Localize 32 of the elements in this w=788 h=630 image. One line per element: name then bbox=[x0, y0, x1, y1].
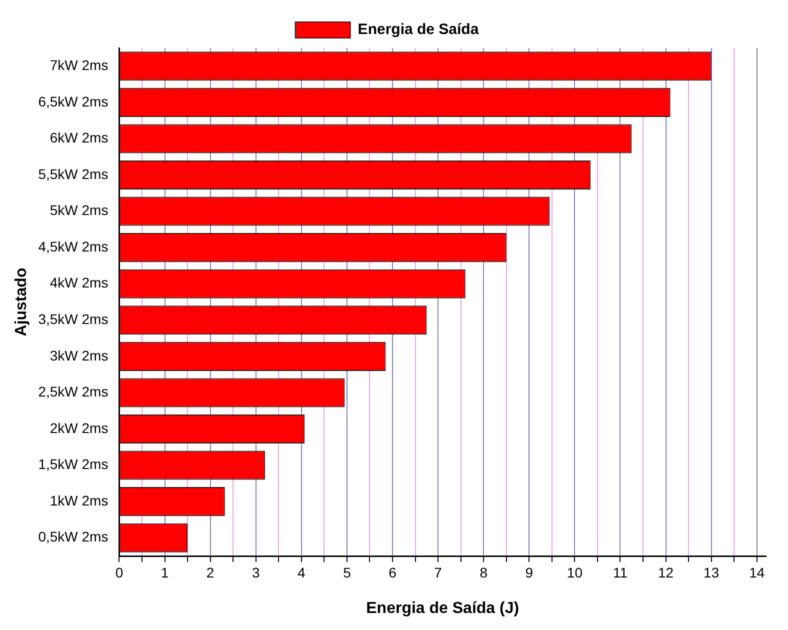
x-tick-label: 11 bbox=[612, 564, 628, 580]
y-tick-label: 3kW 2ms bbox=[50, 347, 108, 364]
y-tick-label: 3,5kW 2ms bbox=[38, 311, 108, 327]
x-tick-label: 14 bbox=[749, 564, 765, 580]
y-tick-label: 2kW 2ms bbox=[50, 420, 108, 436]
y-tick-label: 0,5kW 2ms bbox=[38, 528, 108, 545]
x-tick-label: 13 bbox=[704, 564, 720, 580]
x-tick-label: 4 bbox=[298, 564, 306, 580]
y-tick-label: 1,5kW 2ms bbox=[38, 456, 108, 472]
y-tick-label: 4kW 2ms bbox=[50, 274, 108, 291]
x-tick-label: 5 bbox=[343, 564, 352, 580]
x-tick-label: 0 bbox=[115, 564, 124, 580]
y-tick-label: 5kW 2ms bbox=[50, 202, 108, 218]
x-tick-label: 9 bbox=[525, 564, 534, 580]
x-tick-label: 7 bbox=[434, 564, 442, 580]
x-axis-title: Energia de Saída (J) bbox=[366, 600, 520, 617]
x-tick-label: 6 bbox=[388, 564, 397, 580]
y-tick-label: 2,5kW 2ms bbox=[38, 384, 108, 400]
y-tick-label: 1kW 2ms bbox=[50, 492, 108, 508]
x-tick-label: 1 bbox=[160, 564, 169, 580]
y-tick-label: 4,5kW 2ms bbox=[38, 238, 108, 254]
legend-label: Energia de Saída bbox=[358, 21, 480, 38]
x-tick-label: 8 bbox=[480, 564, 488, 580]
x-tick-label: 3 bbox=[252, 564, 260, 580]
y-tick-label: 6,5kW 2ms bbox=[38, 93, 108, 110]
x-tick-label: 12 bbox=[658, 564, 674, 580]
y-axis-title: Ajustado bbox=[13, 268, 30, 336]
x-tick-label: 10 bbox=[566, 564, 583, 580]
y-tick-label: 5,5kW 2ms bbox=[38, 166, 108, 182]
y-tick-label: 7kW 2ms bbox=[50, 57, 108, 73]
y-tick-label: 6kW 2ms bbox=[50, 130, 108, 146]
x-tick-label: 2 bbox=[206, 564, 214, 580]
